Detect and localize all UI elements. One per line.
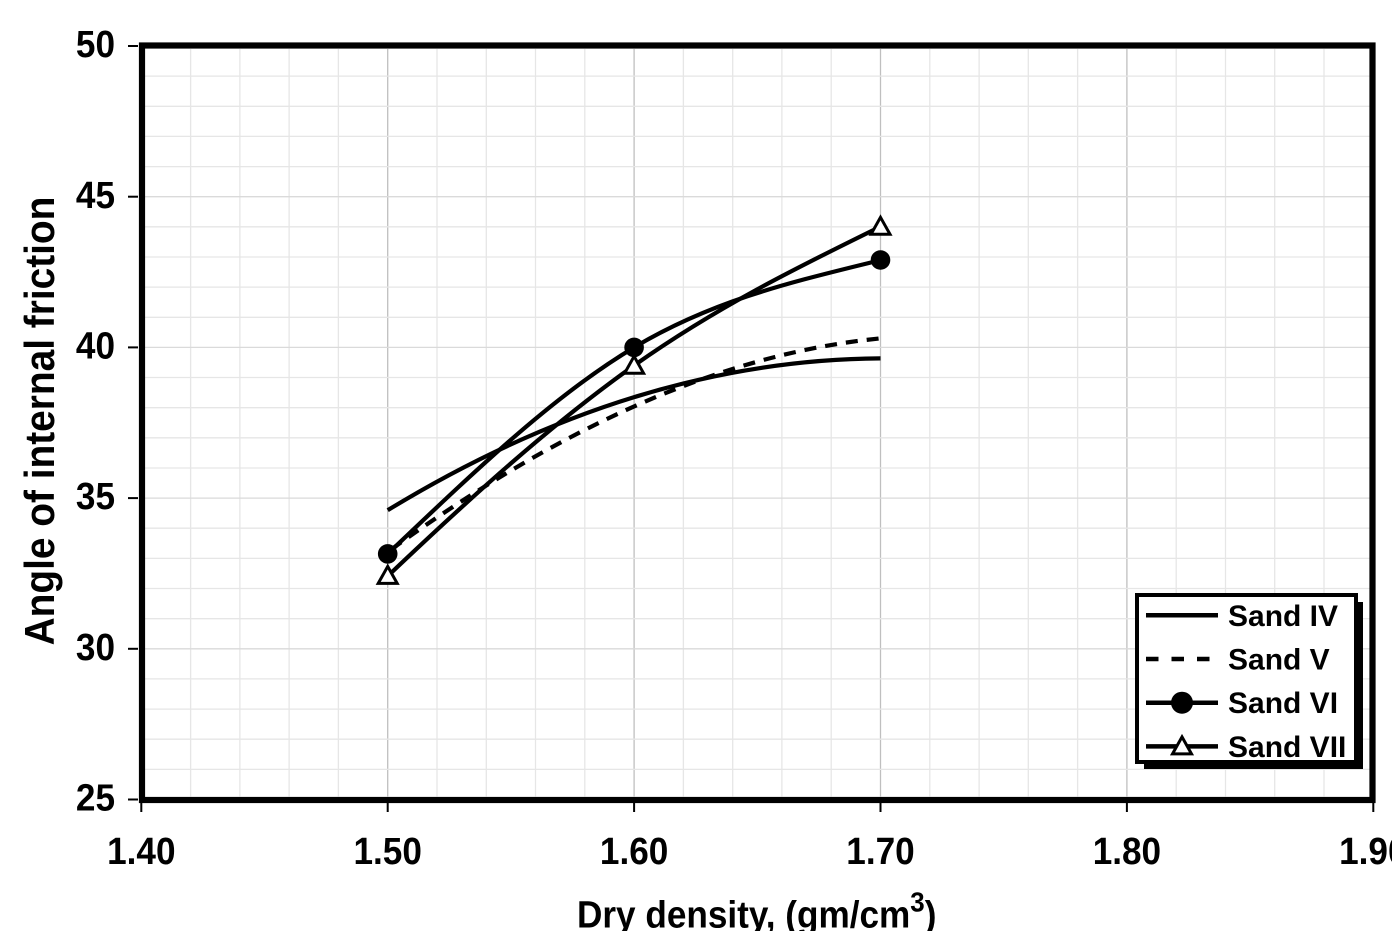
svg-text:1.90: 1.90 <box>1339 830 1392 873</box>
svg-text:45: 45 <box>76 174 115 217</box>
svg-text:35: 35 <box>76 475 115 518</box>
svg-text:Sand VI: Sand VI <box>1228 687 1338 720</box>
svg-text:40: 40 <box>76 324 115 367</box>
svg-text:Angle of internal friction: Angle of internal friction <box>16 197 64 646</box>
svg-text:30: 30 <box>76 626 115 669</box>
svg-text:1.40: 1.40 <box>107 830 175 873</box>
svg-text:Dry density, (gm/cm3): Dry density, (gm/cm3) <box>577 887 936 931</box>
svg-text:1.60: 1.60 <box>600 830 668 873</box>
svg-text:Sand IV: Sand IV <box>1228 600 1338 633</box>
svg-text:Sand VII: Sand VII <box>1228 731 1346 764</box>
svg-text:Sand V: Sand V <box>1228 644 1330 677</box>
svg-text:1.80: 1.80 <box>1093 830 1161 873</box>
svg-text:1.70: 1.70 <box>846 830 914 873</box>
svg-text:1.50: 1.50 <box>353 830 421 873</box>
svg-text:25: 25 <box>76 776 115 819</box>
svg-text:50: 50 <box>76 23 115 66</box>
